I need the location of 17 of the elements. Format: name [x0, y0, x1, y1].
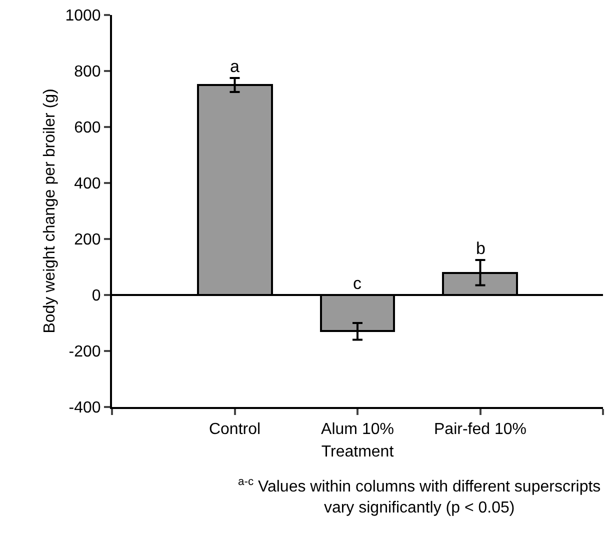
- y-tick-label: 800: [74, 64, 101, 81]
- annotation: a: [230, 57, 240, 76]
- annotation: b: [476, 239, 486, 258]
- y-axis-title: Body weight change per broiler (g): [42, 88, 59, 334]
- x-tick-label: Control: [208, 421, 261, 438]
- y-tick-label: 0: [92, 288, 101, 305]
- y-tick-label: 1000: [65, 8, 101, 25]
- x-tick-label: Alum 10%: [321, 421, 394, 438]
- y-tick-label: -200: [68, 344, 101, 361]
- text: $^{a-c}$ Values within columns with different superscripts vary significantly (p < 0.05): [238, 476, 601, 517]
- y-tick-label: -400: [68, 400, 101, 417]
- x-tick-label: Pair-fed 10%: [434, 421, 526, 438]
- x-axis-title: Treatment: [321, 443, 394, 460]
- y-tick-label: 400: [74, 176, 101, 193]
- y-tick-label: 600: [74, 120, 101, 137]
- annotation: c: [353, 274, 362, 293]
- y-tick-label: 200: [74, 232, 101, 249]
